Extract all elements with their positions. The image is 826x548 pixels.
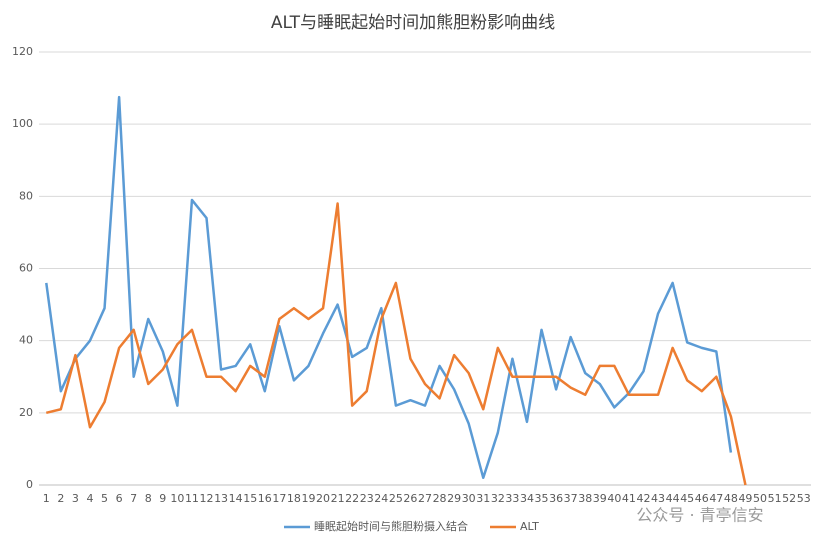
x-tick-label: 39 (593, 492, 607, 505)
x-tick-label: 35 (535, 492, 549, 505)
y-tick-label: 120 (12, 45, 33, 58)
y-tick-label: 20 (19, 406, 33, 419)
x-tick-label: 32 (491, 492, 505, 505)
x-tick-label: 53 (797, 492, 811, 505)
x-tick-label: 3 (72, 492, 79, 505)
x-tick-label: 23 (360, 492, 374, 505)
x-tick-label: 9 (159, 492, 166, 505)
x-tick-label: 22 (345, 492, 359, 505)
x-tick-label: 8 (145, 492, 152, 505)
x-tick-label: 31 (476, 492, 490, 505)
y-tick-label: 0 (26, 478, 33, 491)
x-tick-label: 13 (214, 492, 228, 505)
x-tick-label: 46 (695, 492, 709, 505)
legend-label: 睡眠起始时间与熊胆粉摄入结合 (314, 519, 468, 533)
x-tick-label: 24 (374, 492, 388, 505)
x-tick-label: 25 (389, 492, 403, 505)
x-tick-label: 47 (709, 492, 723, 505)
x-tick-label: 10 (170, 492, 184, 505)
x-tick-label: 28 (433, 492, 447, 505)
x-tick-label: 33 (505, 492, 519, 505)
x-tick-label: 4 (86, 492, 93, 505)
x-tick-label: 26 (403, 492, 417, 505)
x-tick-label: 34 (520, 492, 534, 505)
y-tick-label: 40 (19, 334, 33, 347)
x-tick-label: 16 (258, 492, 272, 505)
y-tick-label: 60 (19, 262, 33, 275)
x-tick-label: 52 (782, 492, 796, 505)
x-tick-label: 2 (57, 492, 64, 505)
x-tick-label: 42 (636, 492, 650, 505)
legend-label: ALT (520, 520, 539, 533)
x-tick-label: 43 (651, 492, 665, 505)
x-tick-label: 12 (200, 492, 214, 505)
x-tick-label: 36 (549, 492, 563, 505)
x-tick-label: 37 (564, 492, 578, 505)
x-tick-label: 1 (43, 492, 50, 505)
x-tick-label: 21 (331, 492, 345, 505)
x-tick-label: 45 (680, 492, 694, 505)
x-tick-label: 51 (768, 492, 782, 505)
x-tick-label: 30 (462, 492, 476, 505)
chart-title: ALT与睡眠起始时间加熊胆粉影响曲线 (271, 13, 555, 33)
x-tick-label: 44 (666, 492, 680, 505)
x-tick-label: 27 (418, 492, 432, 505)
x-tick-label: 29 (447, 492, 461, 505)
x-tick-label: 50 (753, 492, 767, 505)
x-tick-label: 19 (301, 492, 315, 505)
x-tick-label: 40 (607, 492, 621, 505)
x-tick-label: 20 (316, 492, 330, 505)
x-tick-label: 48 (724, 492, 738, 505)
x-tick-label: 49 (738, 492, 752, 505)
x-tick-label: 14 (229, 492, 243, 505)
x-tick-label: 7 (130, 492, 137, 505)
x-tick-label: 11 (185, 492, 199, 505)
y-tick-label: 100 (12, 117, 33, 130)
x-tick-label: 6 (116, 492, 123, 505)
series-line (45, 95, 733, 480)
y-tick-label: 80 (19, 189, 33, 202)
x-tick-label: 17 (272, 492, 286, 505)
x-tick-label: 5 (101, 492, 108, 505)
x-tick-label: 38 (578, 492, 592, 505)
x-tick-label: 15 (243, 492, 257, 505)
x-tick-label: 18 (287, 492, 301, 505)
series-line (45, 202, 747, 486)
watermark: 公众号 · 青亭信安 (636, 506, 763, 525)
x-tick-label: 41 (622, 492, 636, 505)
